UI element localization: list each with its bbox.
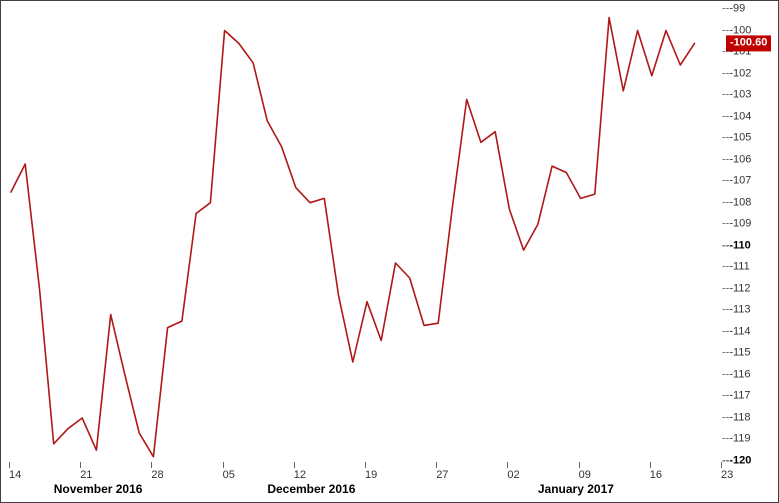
y-axis: ---99---100---101---102---103---104---10… xyxy=(722,1,778,502)
y-tick: ---114 xyxy=(722,326,751,337)
x-tick: 02 xyxy=(507,462,519,481)
chart-svg xyxy=(1,1,779,503)
x-tick: 09 xyxy=(579,462,591,481)
y-tick: ---106 xyxy=(722,154,751,165)
x-tick: 16 xyxy=(650,462,662,481)
y-tick: ---113 xyxy=(722,305,751,316)
x-axis: 14 21 28 05 12 19 27 02 09 16 23 November 2016 Decem… xyxy=(1,462,778,496)
x-tick: 05 xyxy=(223,462,235,481)
y-tick: ---103 xyxy=(722,90,751,101)
y-tick: ---119 xyxy=(722,434,751,445)
x-tick: 28 xyxy=(151,462,163,481)
x-tick: 14 xyxy=(9,462,21,481)
x-tick: 12 xyxy=(294,462,306,481)
y-tick: ---117 xyxy=(722,391,751,402)
y-tick: ---112 xyxy=(722,283,751,294)
y-tick: ---109 xyxy=(722,219,751,230)
y-tick: ---107 xyxy=(722,176,751,187)
y-tick: ---110 xyxy=(722,240,751,251)
y-tick: ---116 xyxy=(722,369,751,380)
x-tick: 23 xyxy=(721,462,733,481)
x-tick: 27 xyxy=(436,462,448,481)
x-tick: 21 xyxy=(80,462,92,481)
y-tick: ---105 xyxy=(722,133,751,144)
y-tick: ---118 xyxy=(722,412,751,423)
x-month-label: November 2016 xyxy=(54,482,143,496)
y-tick: ---104 xyxy=(722,111,751,122)
x-tick: 19 xyxy=(365,462,377,481)
x-month-label: December 2016 xyxy=(267,482,355,496)
line-chart: ---99---100---101---102---103---104---10… xyxy=(0,0,779,503)
y-tick: ---100 xyxy=(722,25,751,36)
price-line xyxy=(11,18,695,457)
current-value-badge: -100.60 xyxy=(726,36,771,51)
y-tick: ---111 xyxy=(722,262,750,273)
x-month-label: January 2017 xyxy=(538,482,614,496)
y-tick: ---115 xyxy=(722,348,751,359)
y-tick: ---102 xyxy=(722,68,751,79)
y-tick: ---99 xyxy=(722,4,745,15)
y-tick: ---108 xyxy=(722,197,751,208)
